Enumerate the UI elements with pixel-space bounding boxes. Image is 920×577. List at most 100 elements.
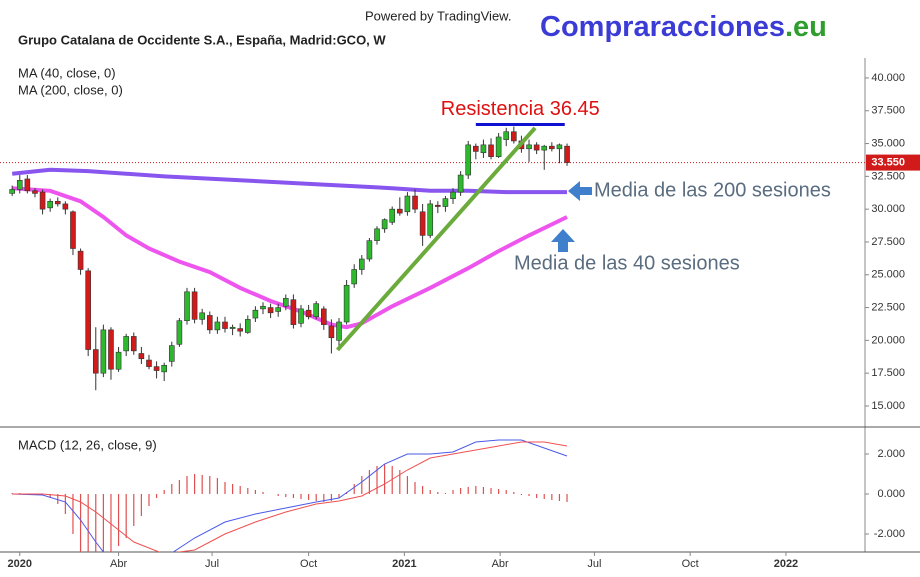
logo-main: Compraracciones: [540, 11, 785, 43]
candle-body: [526, 144, 532, 150]
candle-body: [260, 305, 266, 310]
candle-body: [184, 291, 190, 321]
candle-body: [321, 308, 327, 325]
candle-body: [442, 198, 449, 207]
candle-body: [267, 307, 274, 314]
candle-body: [359, 258, 365, 270]
y-tick-label: 2.000: [877, 448, 905, 460]
moving-average: [11, 167, 567, 195]
candle-body: [244, 319, 251, 333]
candle-body: [39, 191, 46, 210]
candle-body: [419, 211, 426, 236]
x-tick-label: 2020: [8, 558, 32, 570]
candle-body: [450, 191, 456, 199]
candle-body: [533, 144, 540, 151]
candle-body: [77, 250, 84, 270]
candle-body: [305, 309, 312, 318]
y-tick-label: 20.000: [871, 334, 905, 346]
candle-body: [374, 228, 380, 241]
macd-line: [12, 439, 568, 552]
candle-body: [404, 195, 411, 213]
candle-body: [457, 174, 464, 193]
candle-body: [161, 364, 167, 373]
x-tick-label: Jul: [205, 558, 219, 570]
powered-by: Powered by TradingView.: [365, 8, 511, 23]
candle-body: [282, 298, 289, 307]
y-tick-label: 32.500: [871, 170, 905, 182]
candle-body: [146, 359, 152, 367]
candle-body: [465, 144, 472, 176]
candle-body: [549, 145, 555, 150]
candle-body: [427, 203, 434, 236]
candle-body: [206, 315, 213, 331]
candle-body: [32, 190, 38, 194]
candle-body: [397, 208, 403, 214]
macd-title: MACD (12, 26, close, 9): [18, 437, 157, 452]
arrow-left: [568, 181, 592, 201]
candle-body: [24, 178, 31, 192]
candle-body: [298, 308, 304, 324]
candle-body: [70, 211, 76, 249]
macd-line: [12, 441, 568, 552]
chart-title: Grupo Catalana de Occidente S.A., España…: [18, 32, 386, 47]
resistance-label: Resistencia 36.45: [441, 98, 600, 120]
candle-body: [412, 195, 418, 210]
note-40: Media de las 40 sesiones: [514, 252, 740, 274]
candle-body: [541, 145, 548, 151]
x-tick-label: 2021: [392, 558, 416, 570]
candle-body: [488, 144, 494, 157]
y-tick-label: -2.000: [874, 528, 905, 540]
x-tick-label: Oct: [300, 558, 317, 570]
logo-tld: .eu: [785, 11, 827, 43]
candle-body: [168, 345, 175, 362]
y-tick-label: 40.000: [871, 72, 905, 84]
last-price-label: 33.550: [871, 156, 905, 168]
candle-body: [54, 200, 61, 205]
candle-body: [351, 269, 358, 285]
legend-entry: MA (40, close, 0): [18, 65, 116, 80]
x-tick-label: Jul: [587, 558, 601, 570]
candle-body: [153, 366, 160, 371]
y-tick-label: 22.500: [871, 301, 905, 313]
y-tick-label: 30.000: [871, 203, 905, 215]
candle-body: [503, 131, 510, 140]
candle-body: [328, 325, 335, 339]
candle-body: [290, 299, 297, 325]
candle-body: [473, 145, 479, 152]
y-tick-label: 27.500: [871, 236, 905, 248]
candle-body: [9, 189, 15, 194]
y-tick-label: 37.500: [871, 105, 905, 117]
candle-body: [222, 321, 228, 329]
candle-body: [252, 309, 259, 319]
candle-body: [85, 270, 91, 350]
candle-body: [199, 312, 205, 320]
candle-body: [275, 307, 281, 312]
trendline: [336, 126, 537, 352]
candle-body: [92, 349, 99, 374]
x-tick-label: 2022: [774, 558, 798, 570]
candle-body: [381, 219, 388, 230]
candle-body: [214, 321, 221, 331]
candle-body: [123, 336, 129, 352]
candle-body: [191, 291, 198, 320]
logo: Compraracciones.eu: [540, 11, 827, 43]
x-tick-label: Abr: [492, 558, 509, 570]
candle-body: [108, 329, 114, 370]
y-tick-label: 35.000: [871, 137, 905, 149]
candle-body: [115, 351, 122, 370]
candle-body: [100, 329, 107, 374]
candle-body: [229, 326, 236, 329]
y-tick-label: 25.000: [871, 269, 905, 281]
y-tick-label: 15.000: [871, 400, 905, 412]
arrow-up: [551, 229, 575, 252]
candle-body: [237, 328, 243, 332]
candle-body: [480, 144, 487, 154]
candle-body: [511, 131, 517, 142]
candle-body: [130, 336, 137, 352]
candle-body: [556, 144, 563, 150]
x-tick-label: Oct: [682, 558, 699, 570]
candle-body: [366, 240, 373, 260]
note-200: Media de las 200 sesiones: [594, 179, 831, 201]
